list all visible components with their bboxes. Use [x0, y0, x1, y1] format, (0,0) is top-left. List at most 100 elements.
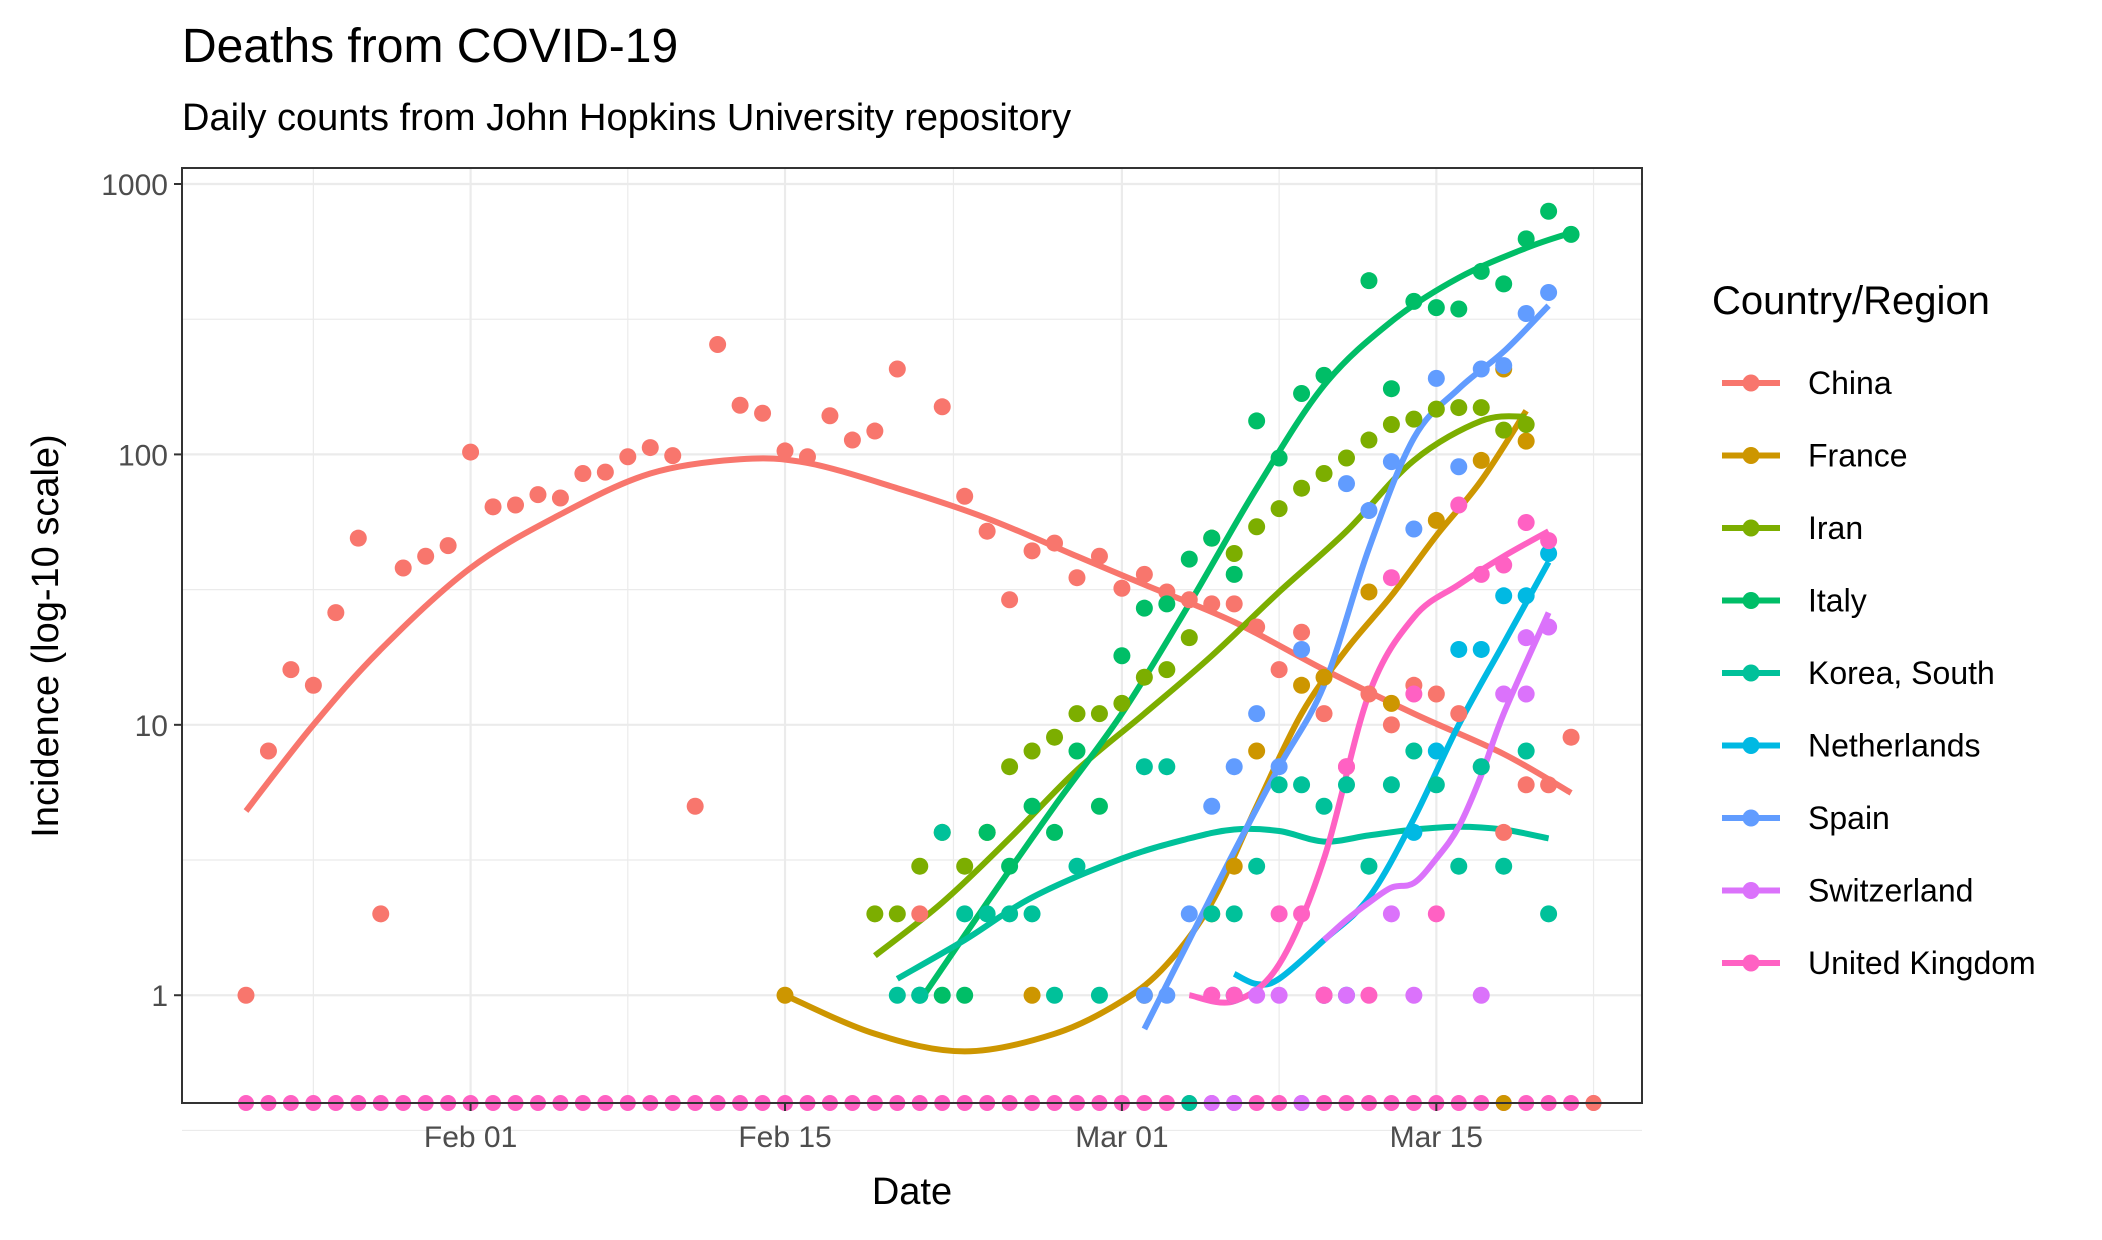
legend-point: [1742, 882, 1760, 899]
data-point: [1180, 591, 1198, 609]
data-point: [866, 905, 884, 923]
data-point: [1248, 986, 1266, 1004]
legend-point: [1742, 954, 1760, 972]
data-point: [1225, 758, 1243, 776]
data-point: [978, 522, 996, 540]
smooth-lines: [243, 229, 1573, 1055]
data-point: [1495, 357, 1513, 375]
data-point: [1517, 742, 1535, 760]
data-point: [1158, 758, 1176, 776]
data-point: [1225, 565, 1243, 583]
legend-label: Netherlands: [1808, 728, 1981, 764]
legend-item: Netherlands: [1722, 728, 1981, 764]
x-tick-label: Feb 01: [424, 1121, 517, 1154]
data-point: [1337, 986, 1355, 1004]
data-point: [1382, 569, 1400, 587]
data-point: [1180, 629, 1198, 647]
legend-label: China: [1808, 365, 1892, 401]
data-point: [1225, 986, 1243, 1004]
data-point: [1562, 225, 1580, 243]
data-point: [574, 464, 592, 482]
data-point: [888, 905, 906, 923]
data-point: [1135, 599, 1153, 617]
smooth-line-switzerland: [1322, 611, 1552, 943]
data-point: [1472, 262, 1490, 280]
data-point: [1360, 685, 1378, 703]
data-point: [956, 857, 974, 875]
y-tick-label: 100: [118, 439, 168, 472]
data-point: [1337, 758, 1355, 776]
data-point: [1225, 905, 1243, 923]
smooth-line-united-kingdom: [1188, 528, 1551, 1006]
data-point: [843, 431, 861, 449]
data-point: [1203, 529, 1221, 547]
data-point: [1315, 797, 1333, 815]
data-point: [978, 823, 996, 841]
data-point: [1270, 986, 1288, 1004]
data-point: [1023, 742, 1041, 760]
data-point: [1248, 518, 1266, 536]
legend-label: Spain: [1808, 800, 1890, 836]
data-point: [1517, 432, 1535, 450]
data-point: [1113, 647, 1131, 665]
data-point: [1427, 685, 1445, 703]
data-point: [1023, 797, 1041, 815]
data-point: [754, 404, 772, 422]
data-point: [956, 986, 974, 1004]
data-point: [1248, 705, 1266, 723]
plot-panel-border: [181, 167, 1643, 1104]
data-point: [956, 487, 974, 505]
data-point: [956, 905, 974, 923]
data-point: [776, 442, 794, 460]
legend-point: [1742, 447, 1760, 464]
data-point: [1270, 449, 1288, 467]
data-point: [1405, 520, 1423, 538]
data-point: [327, 604, 345, 622]
data-point: [933, 823, 951, 841]
data-point: [1203, 595, 1221, 613]
data-point: [1023, 542, 1041, 560]
legend-point: [1742, 809, 1760, 827]
data-point: [1517, 587, 1535, 605]
data-point: [1450, 857, 1468, 875]
data-point: [664, 447, 682, 465]
grid-lines: [182, 168, 1642, 1132]
data-point: [282, 661, 300, 679]
data-point: [1248, 412, 1266, 430]
data-point: [1158, 583, 1176, 601]
data-point: [911, 857, 929, 875]
data-point: [1450, 458, 1468, 476]
data-point: [1225, 857, 1243, 875]
data-point: [1382, 694, 1400, 712]
data-point: [462, 443, 480, 461]
legend-item: Iran: [1722, 510, 1863, 546]
data-point: [1001, 758, 1019, 776]
data-point: [1540, 283, 1558, 301]
y-axis-title: Incidence (log-10 scale): [25, 434, 67, 837]
data-point: [1090, 797, 1108, 815]
legend-label: Korea, South: [1808, 655, 1995, 691]
smooth-line-spain: [1141, 303, 1551, 1031]
data-point: [529, 486, 547, 504]
data-point: [259, 742, 277, 760]
data-point: [1090, 547, 1108, 565]
data-point: [1405, 685, 1423, 703]
data-point: [1315, 705, 1333, 723]
data-point: [1382, 905, 1400, 923]
data-point: [1540, 905, 1558, 923]
data-point: [1517, 304, 1535, 322]
data-point: [1540, 202, 1558, 220]
data-point: [1293, 640, 1311, 658]
data-point: [1495, 857, 1513, 875]
chart-subtitle: Daily counts from John Hopkins Universit…: [182, 97, 1071, 139]
data-point: [484, 498, 502, 516]
data-point: [978, 905, 996, 923]
data-point: [1046, 986, 1064, 1004]
data-point: [1495, 556, 1513, 574]
data-point: [1495, 421, 1513, 439]
data-point: [1293, 905, 1311, 923]
data-point: [1135, 986, 1153, 1004]
data-point: [1405, 292, 1423, 310]
data-point: [237, 986, 255, 1004]
